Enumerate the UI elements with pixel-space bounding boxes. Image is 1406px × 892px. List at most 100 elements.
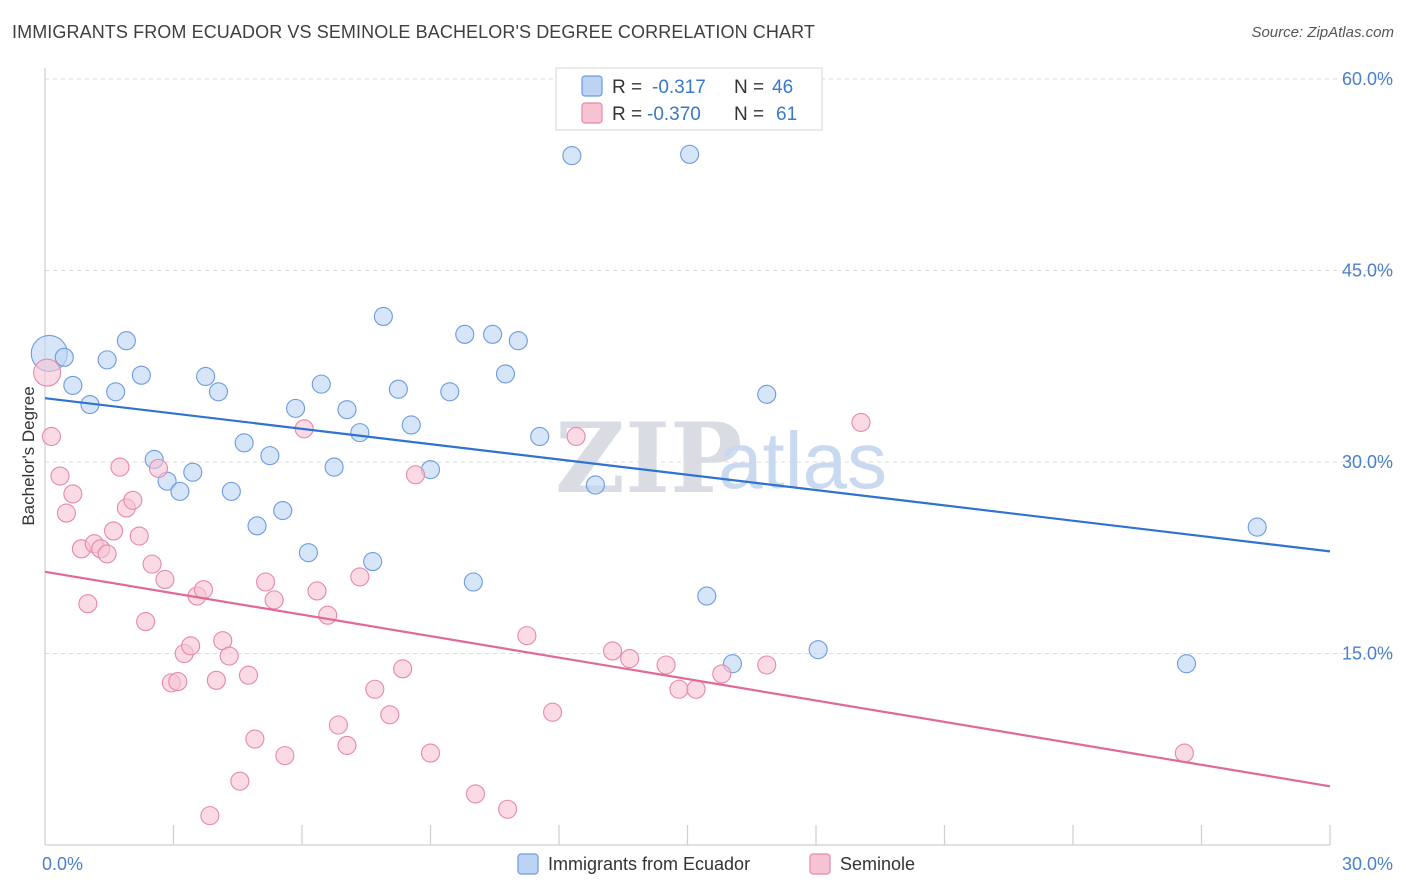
legend-n-value-blue: 46 bbox=[772, 77, 793, 98]
seminole-point bbox=[193, 580, 214, 600]
seminole-point bbox=[63, 484, 83, 504]
seminole-point bbox=[33, 358, 62, 387]
ecuador-point bbox=[298, 543, 318, 563]
series-swatch-blue bbox=[517, 853, 539, 875]
seminole-point bbox=[337, 735, 357, 755]
seminole-point bbox=[256, 572, 276, 592]
series-label-pink: Seminole bbox=[840, 854, 915, 874]
ecuador-point bbox=[585, 475, 605, 495]
seminole-point bbox=[50, 466, 70, 486]
seminole-point bbox=[405, 465, 426, 485]
seminole-point bbox=[328, 715, 348, 735]
seminole-point bbox=[41, 426, 61, 447]
seminole-point bbox=[110, 457, 130, 477]
ecuador-point bbox=[273, 500, 293, 521]
ecuador-point bbox=[196, 366, 216, 387]
ecuador-point bbox=[440, 382, 460, 402]
seminole-point bbox=[275, 746, 295, 766]
ecuador-point bbox=[680, 144, 700, 164]
ecuador-point bbox=[97, 350, 117, 370]
seminole-point bbox=[148, 458, 169, 478]
seminole-trend-line bbox=[44, 570, 1331, 788]
ecuador-point bbox=[170, 481, 190, 501]
ecuador-point bbox=[286, 398, 306, 418]
ecuador-point bbox=[401, 415, 421, 435]
ecuador-point bbox=[63, 375, 83, 395]
ecuador-point bbox=[388, 379, 408, 399]
ecuador-point bbox=[324, 457, 344, 477]
series-legend: Immigrants from Ecuador Seminole bbox=[517, 853, 915, 875]
seminole-point bbox=[181, 636, 201, 656]
seminole-point bbox=[56, 503, 76, 523]
seminole-point bbox=[230, 771, 250, 791]
seminole-point bbox=[517, 626, 537, 646]
seminole-point bbox=[851, 412, 871, 432]
seminole-point bbox=[206, 670, 226, 690]
ecuador-point bbox=[495, 364, 516, 384]
ecuador-trend-line bbox=[44, 397, 1331, 553]
seminole-point bbox=[219, 646, 239, 666]
source-credit: Source: ZipAtlas.com bbox=[1251, 24, 1394, 41]
x-tick-label: 0.0% bbox=[42, 854, 83, 874]
seminole-point bbox=[656, 655, 676, 675]
seminole-point bbox=[264, 590, 284, 610]
seminole-point bbox=[97, 544, 117, 564]
seminole-point bbox=[318, 605, 338, 625]
legend-n-value-pink: 61 bbox=[776, 104, 797, 125]
legend-r-label-blue: R = bbox=[612, 77, 642, 98]
ecuador-point bbox=[234, 433, 254, 453]
ecuador-point bbox=[337, 400, 357, 420]
axes: 15.0% 30.0% 45.0% 60.0% 0.0% 30.0% Bachelor's … bbox=[19, 68, 1393, 874]
y-tick-label: 30.0% bbox=[1342, 452, 1393, 472]
trend-lines bbox=[44, 397, 1331, 788]
ecuador-point bbox=[208, 382, 229, 402]
seminole-point bbox=[602, 641, 623, 661]
ecuador-point bbox=[350, 423, 370, 443]
seminole-point bbox=[620, 649, 640, 669]
seminole-point bbox=[420, 743, 441, 763]
seminole-point bbox=[136, 612, 156, 632]
ecuador-point bbox=[455, 324, 475, 344]
chart-title: IMMIGRANTS FROM ECUADOR VS SEMINOLE BACH… bbox=[12, 22, 815, 42]
seminole-point bbox=[543, 702, 563, 722]
seminole-point bbox=[566, 426, 586, 447]
seminole-point bbox=[393, 659, 413, 679]
seminole-point bbox=[1174, 743, 1194, 763]
legend-r-label-pink: R = bbox=[612, 104, 642, 125]
seminole-point bbox=[465, 784, 486, 804]
y-tick-label: 15.0% bbox=[1342, 644, 1393, 664]
legend-swatch-blue bbox=[581, 75, 603, 97]
x-tick-label: 30.0% bbox=[1342, 854, 1393, 874]
seminole-point bbox=[380, 705, 400, 725]
seminole-point bbox=[365, 679, 385, 699]
seminole-point bbox=[78, 594, 98, 614]
watermark: ZIP atlas bbox=[555, 402, 887, 515]
y-tick-label: 45.0% bbox=[1342, 261, 1393, 281]
seminole-point bbox=[307, 581, 327, 601]
seminole-point bbox=[245, 729, 265, 749]
ecuador-point bbox=[106, 382, 126, 402]
ecuador-point bbox=[757, 384, 777, 404]
ecuador-point bbox=[483, 324, 503, 344]
ecuador-point bbox=[183, 462, 203, 482]
ecuador-point bbox=[508, 331, 528, 351]
ecuador-point bbox=[562, 146, 582, 166]
ecuador-point bbox=[54, 347, 74, 367]
legend-r-value-pink: -0.370 bbox=[647, 104, 701, 125]
ecuador-point bbox=[311, 374, 331, 394]
ecuador-point bbox=[221, 481, 241, 501]
seminole-point bbox=[238, 665, 259, 685]
ecuador-point bbox=[131, 365, 151, 385]
legend-swatch-pink bbox=[581, 102, 603, 124]
ecuador-point bbox=[1247, 517, 1267, 537]
seminole-point bbox=[129, 526, 149, 546]
seminole-point bbox=[757, 655, 777, 675]
ecuador-point bbox=[363, 552, 383, 572]
legend-n-label-pink: N = bbox=[734, 104, 764, 125]
ecuador-point bbox=[1176, 654, 1197, 674]
seminole-point bbox=[123, 490, 143, 510]
seminole-point bbox=[712, 664, 732, 684]
seminole-point bbox=[103, 521, 124, 541]
ecuador-point bbox=[530, 426, 550, 447]
